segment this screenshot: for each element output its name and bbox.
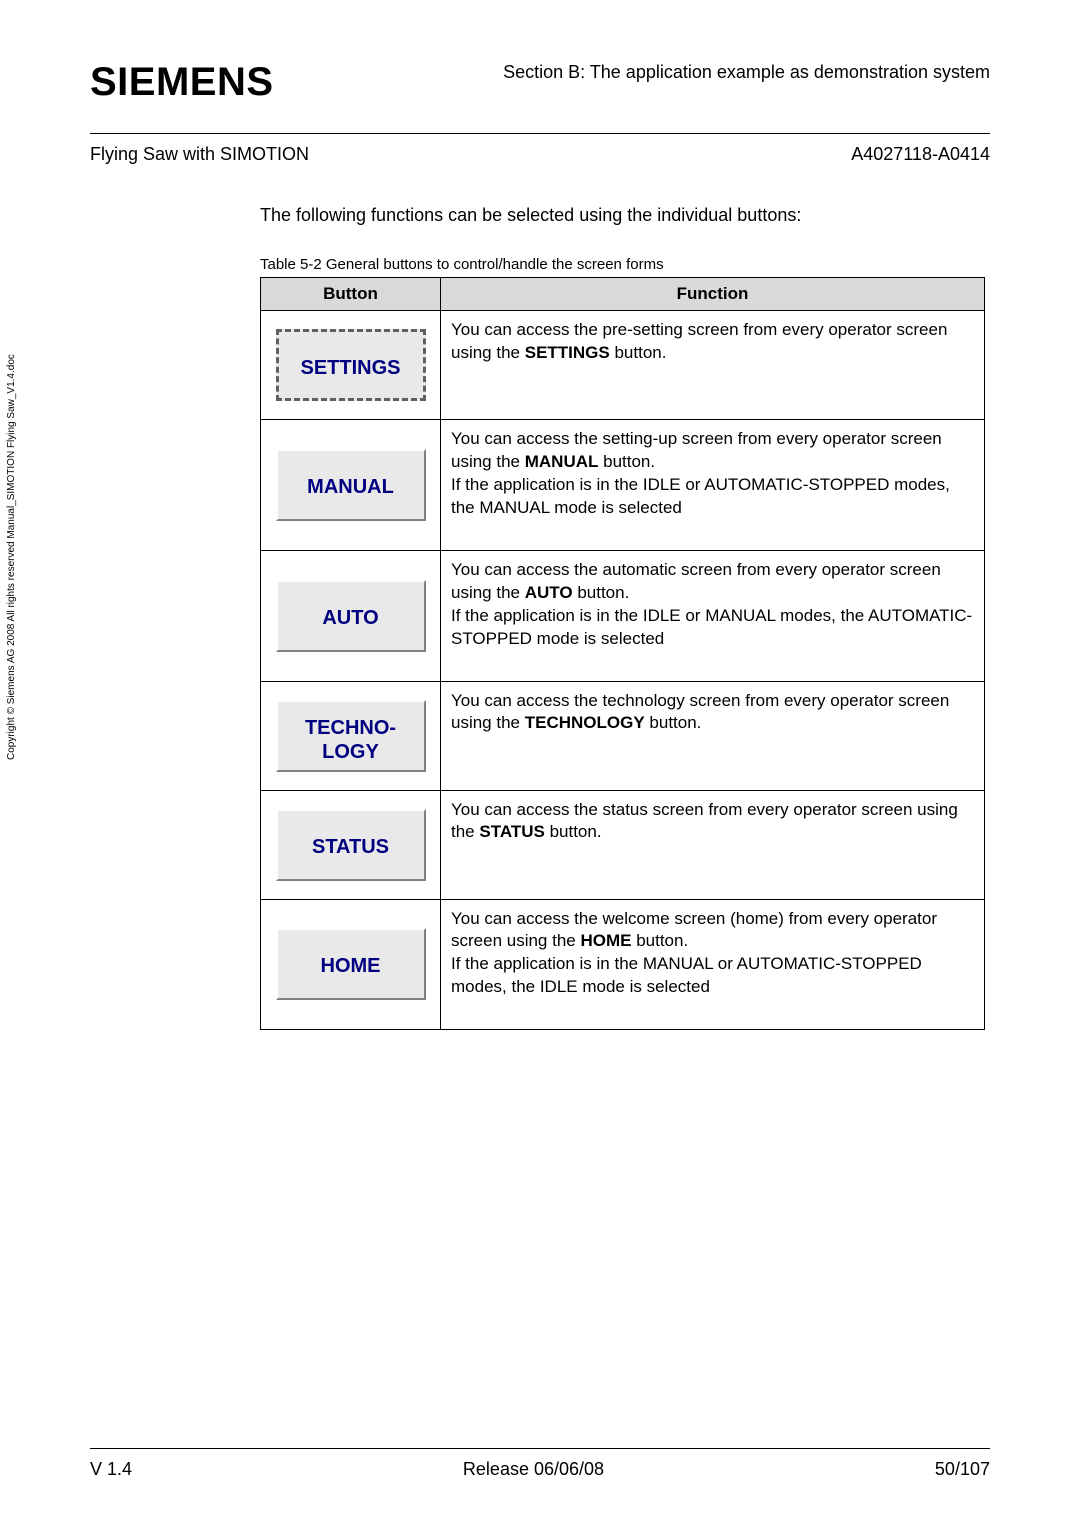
fn-text: button. — [598, 452, 655, 471]
fn-text: button. — [631, 931, 688, 950]
button-cell: SETTINGS — [261, 311, 441, 420]
technology-button[interactable]: TECHNO- LOGY — [276, 700, 426, 772]
version: V 1.4 — [90, 1459, 132, 1480]
footer: V 1.4 Release 06/06/08 50/107 — [90, 1448, 990, 1480]
fn-extra: If the application is in the IDLE or AUT… — [451, 475, 950, 517]
auto-button[interactable]: AUTO — [276, 580, 426, 652]
function-cell: You can access the status screen from ev… — [441, 790, 985, 899]
header-row: SIEMENS Section B: The application examp… — [90, 60, 990, 105]
fn-text: button. — [645, 713, 702, 732]
page-number: 50/107 — [935, 1459, 990, 1480]
copyright-side-text: Copyright © Siemens AG 2008 All rights r… — [6, 354, 17, 760]
fn-bold: HOME — [580, 931, 631, 950]
doc-title: Flying Saw with SIMOTION — [90, 144, 309, 165]
section-title: Section B: The application example as de… — [503, 60, 990, 85]
fn-bold: AUTO — [525, 583, 573, 602]
function-cell: You can access the welcome screen (home)… — [441, 899, 985, 1030]
fn-bold: STATUS — [479, 822, 544, 841]
table-row: SETTINGS You can access the pre-setting … — [261, 311, 985, 420]
fn-text: button. — [610, 343, 667, 362]
table-row: HOME You can access the welcome screen (… — [261, 899, 985, 1030]
function-cell: You can access the setting-up screen fro… — [441, 420, 985, 551]
table-row: STATUS You can access the status screen … — [261, 790, 985, 899]
settings-button[interactable]: SETTINGS — [276, 329, 426, 401]
table-row: AUTO You can access the automatic screen… — [261, 550, 985, 681]
intro-text: The following functions can be selected … — [260, 205, 990, 226]
button-cell: AUTO — [261, 550, 441, 681]
button-cell: MANUAL — [261, 420, 441, 551]
divider — [90, 133, 990, 134]
fn-text: button. — [545, 822, 602, 841]
footer-divider — [90, 1448, 990, 1449]
footer-row: V 1.4 Release 06/06/08 50/107 — [90, 1459, 990, 1480]
fn-extra: If the application is in the MANUAL or A… — [451, 954, 922, 996]
fn-bold: SETTINGS — [525, 343, 610, 362]
btn-line1: TECHNO- — [305, 717, 396, 739]
table-header-row: Button Function — [261, 278, 985, 311]
btn-line2: LOGY — [322, 741, 379, 763]
fn-text: You can access the welcome screen (home)… — [451, 909, 937, 951]
doc-code: A4027118-A0414 — [851, 144, 990, 165]
function-cell: You can access the pre-setting screen fr… — [441, 311, 985, 420]
button-cell: HOME — [261, 899, 441, 1030]
col-function: Function — [441, 278, 985, 311]
button-cell: STATUS — [261, 790, 441, 899]
table-row: MANUAL You can access the setting-up scr… — [261, 420, 985, 551]
fn-bold: MANUAL — [525, 452, 599, 471]
buttons-table: Button Function SETTINGS You can access … — [260, 277, 985, 1030]
release-date: Release 06/06/08 — [463, 1459, 604, 1480]
function-cell: You can access the automatic screen from… — [441, 550, 985, 681]
siemens-logo: SIEMENS — [90, 60, 274, 105]
subheader: Flying Saw with SIMOTION A4027118-A0414 — [90, 144, 990, 165]
button-cell: TECHNO- LOGY — [261, 681, 441, 790]
fn-extra: If the application is in the IDLE or MAN… — [451, 606, 972, 648]
manual-button[interactable]: MANUAL — [276, 449, 426, 521]
home-button[interactable]: HOME — [276, 928, 426, 1000]
table-row: TECHNO- LOGY You can access the technolo… — [261, 681, 985, 790]
table-caption: Table 5-2 General buttons to control/han… — [260, 256, 990, 273]
function-cell: You can access the technology screen fro… — [441, 681, 985, 790]
page: SIEMENS Section B: The application examp… — [0, 0, 1080, 1528]
col-button: Button — [261, 278, 441, 311]
fn-text: button. — [573, 583, 630, 602]
status-button[interactable]: STATUS — [276, 809, 426, 881]
fn-bold: TECHNOLOGY — [525, 713, 645, 732]
